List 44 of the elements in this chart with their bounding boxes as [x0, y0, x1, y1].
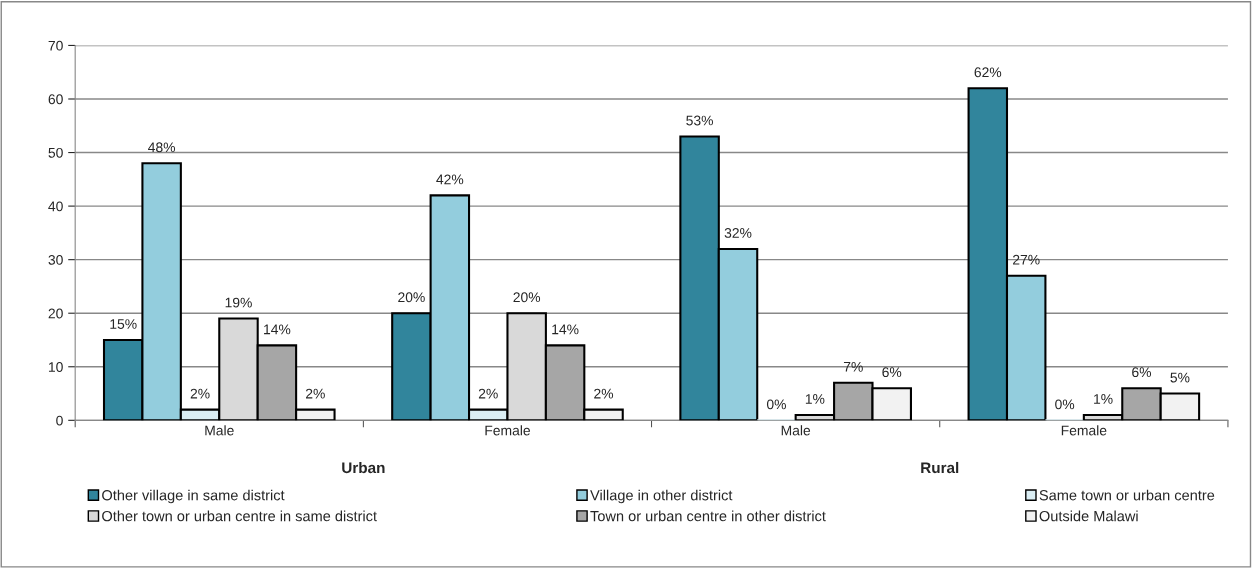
legend-label: Other town or urban centre in same district: [102, 510, 377, 522]
data-label: 2%: [306, 388, 325, 399]
data-label: 6%: [1132, 367, 1152, 378]
data-label: 1%: [805, 394, 825, 404]
y-tick-label: 40: [48, 201, 63, 212]
data-label: 1%: [1094, 394, 1113, 404]
data-label: 14%: [552, 324, 579, 335]
y-tick-label: 0: [56, 415, 63, 426]
y-tick-label: 30: [48, 254, 63, 265]
legend-label: Village in other district: [590, 489, 733, 504]
y-tick-label: 70: [48, 40, 63, 51]
data-label: 2%: [478, 388, 498, 399]
data-label: 7%: [843, 361, 863, 372]
data-label: 62%: [974, 67, 1002, 78]
legend-label: Town or urban centre in other district: [590, 510, 826, 522]
data-label: 53%: [686, 115, 713, 126]
x-tick-label: Male: [781, 425, 811, 436]
data-label: 0%: [1055, 399, 1075, 410]
x-tick-label: Female: [485, 425, 531, 436]
data-label: 42%: [436, 174, 464, 185]
data-label: 32%: [724, 228, 752, 238]
y-tick-label: 60: [48, 94, 63, 105]
legend-label: Other village in same district: [102, 489, 285, 504]
legend-label: Same town or urban centre: [1039, 489, 1215, 501]
data-label: 19%: [225, 297, 252, 308]
text: Urban: [342, 461, 385, 474]
data-label: 2%: [594, 388, 614, 399]
data-label: 2%: [190, 388, 210, 399]
data-label: 15%: [110, 319, 137, 329]
data-label: 20%: [513, 292, 541, 303]
legend-label: Outside Malawi: [1039, 510, 1138, 522]
x-tick-label: Female: [1061, 425, 1107, 436]
data-label: 5%: [1170, 372, 1190, 383]
data-label: 48%: [148, 142, 176, 153]
text: Rural: [921, 461, 959, 474]
data-label: 14%: [264, 324, 291, 335]
x-tick-label: Male: [205, 425, 234, 436]
data-label: 0%: [766, 399, 786, 410]
data-label: 27%: [1013, 254, 1040, 265]
data-label: 20%: [398, 292, 425, 303]
y-tick-label: 10: [48, 362, 63, 372]
y-tick-label: 50: [48, 147, 63, 158]
data-label: 6%: [882, 367, 902, 378]
y-tick-label: 20: [48, 308, 63, 319]
